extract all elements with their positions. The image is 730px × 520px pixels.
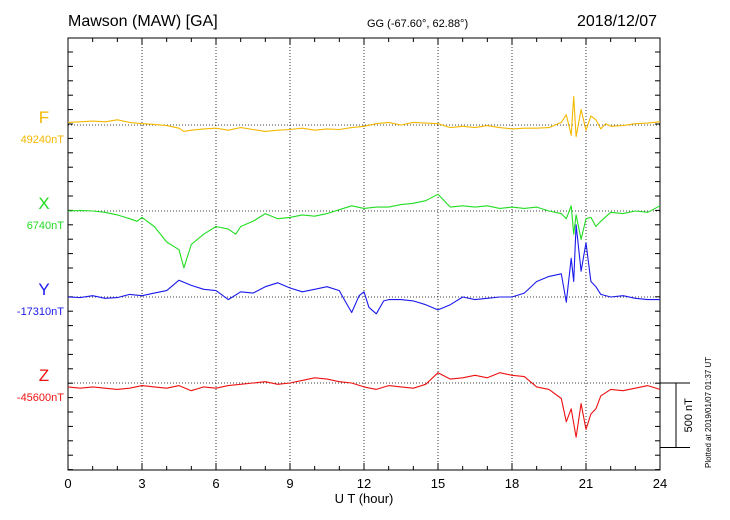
series-baseline-label-f: 49240nT xyxy=(21,134,65,146)
series-baseline-label-y: -17310nT xyxy=(17,306,64,318)
x-tick-label: 18 xyxy=(505,476,519,491)
scale-bar-label: 500 nT xyxy=(683,398,695,433)
x-tick-label: 15 xyxy=(431,476,445,491)
series-name-z: Z xyxy=(39,366,49,385)
date-label: 2018/12/07 xyxy=(577,13,658,30)
plot-credit: Plotted at 2019/01/07 01:37 UT xyxy=(704,356,713,468)
series-line-z xyxy=(67,372,661,438)
series-baseline-label-z: -45600nT xyxy=(17,392,64,404)
x-tick-label: 9 xyxy=(286,476,293,491)
x-axis-label: U T (hour) xyxy=(335,491,394,506)
coordinates-label: GG (-67.60°, 62.88°) xyxy=(367,18,469,30)
series-name-y: Y xyxy=(38,280,49,299)
x-tick-label: 12 xyxy=(357,476,371,491)
x-tick-label: 6 xyxy=(212,476,219,491)
series-name-x: X xyxy=(38,194,49,213)
series-line-x xyxy=(67,193,661,269)
series-name-f: F xyxy=(39,108,49,127)
x-tick-label: 21 xyxy=(579,476,593,491)
series-baseline-label-x: 6740nT xyxy=(27,220,65,232)
station-title: Mawson (MAW) [GA] xyxy=(68,13,218,30)
series-line-y xyxy=(67,224,660,315)
x-tick-label: 3 xyxy=(138,476,145,491)
series-line-f xyxy=(67,96,661,138)
x-tick-label: 24 xyxy=(653,476,667,491)
x-tick-label: 0 xyxy=(64,476,71,491)
